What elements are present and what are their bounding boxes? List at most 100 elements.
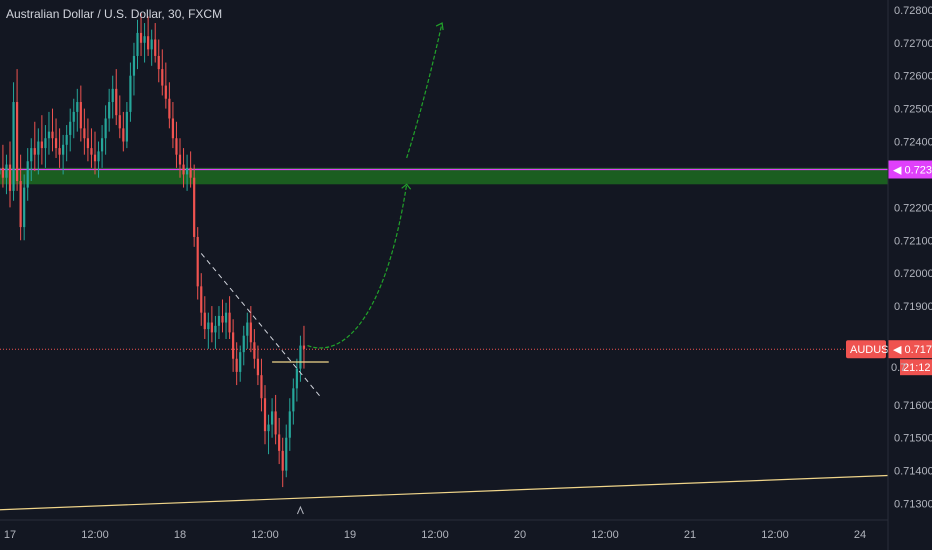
candle [253,329,256,369]
x-tick-label: 12:00 [81,529,109,541]
candle-body [69,121,72,135]
x-tick-label: 21 [684,529,696,541]
candle [196,227,199,300]
candle [214,315,217,349]
plot-area [0,13,888,511]
candle [136,19,139,70]
candle [5,154,8,195]
candle-body [214,325,217,333]
candle [51,108,54,152]
candle [37,128,40,175]
x-tick-label: 19 [344,529,356,541]
candle [221,299,224,333]
candle-body [30,148,33,162]
candle [207,312,210,349]
candle [154,23,157,63]
candle [54,118,58,158]
candle-body [278,434,281,451]
candle-body [302,345,306,349]
candle-body [33,148,36,155]
candle-body [122,128,125,142]
candle-body [235,358,238,372]
symbol-tag-label: AUDUSD [850,344,897,356]
candle [104,105,107,155]
candle [86,118,90,162]
candle-body [143,36,146,43]
candle-body [285,437,288,471]
candle-body [270,411,274,425]
candle-body [263,398,267,432]
candle [129,62,132,122]
candle [232,319,235,372]
y-tick-label: 0.71400 [894,466,932,478]
candle [15,69,19,191]
x-tick-label: 20 [514,529,526,541]
candle [292,378,295,425]
candle [263,385,267,445]
candle-body [132,55,136,76]
candle [23,174,26,241]
candle [108,88,111,132]
candle-body [154,39,157,56]
candle [40,115,43,165]
candle [139,13,143,56]
candle-body [93,154,97,162]
candle-body [267,424,270,432]
y-tick-label: 0.72100 [894,235,932,247]
chart-title: Australian Dollar / U.S. Dollar, 30, FXC… [6,7,223,21]
candle [249,306,252,353]
candle [175,121,178,168]
candle [246,312,249,349]
countdown-label: 21:12 [903,362,931,374]
x-tick-label: 18 [174,529,186,541]
candle-body [83,128,86,139]
last-price-label: ◀ 0.71769 [893,344,932,356]
candle [12,82,15,201]
candle-body [100,138,104,152]
y-tick-label: 0.71600 [894,400,932,412]
candle-body [260,375,263,399]
candle [260,358,263,412]
candle [93,131,97,175]
candle-body [40,141,43,149]
candle [62,134,65,175]
candle [125,102,128,149]
candle-body [288,411,291,438]
candle [189,151,192,188]
candle-body [232,332,235,359]
candle-body [62,144,65,155]
candle-body [221,315,224,323]
candle [19,154,22,241]
candle-body [249,322,252,343]
candle-body [164,85,167,99]
candle [161,49,164,96]
candle [44,125,47,168]
candle-body [242,335,245,353]
candle [100,125,104,168]
candle-body [72,111,75,122]
candle-body [44,138,47,149]
candle-body [5,164,8,178]
symbol-tag [846,340,886,359]
candle-body [19,181,22,228]
projection-arrowhead [401,183,412,190]
candle [278,417,281,465]
candle-body [97,151,100,162]
candle-body [246,322,249,336]
candle [76,88,79,132]
candle-body [256,358,260,376]
candle [164,62,167,109]
candle-body [1,167,5,178]
projection-arrowhead [435,22,444,31]
candle-body [175,138,178,155]
candle [122,111,125,152]
candle-body [8,164,12,191]
candle [58,128,61,168]
candle-body [65,134,68,145]
candle-body [299,345,302,369]
y-tick-label: 0.72600 [894,71,932,83]
candle [90,128,93,168]
candle [115,69,118,126]
